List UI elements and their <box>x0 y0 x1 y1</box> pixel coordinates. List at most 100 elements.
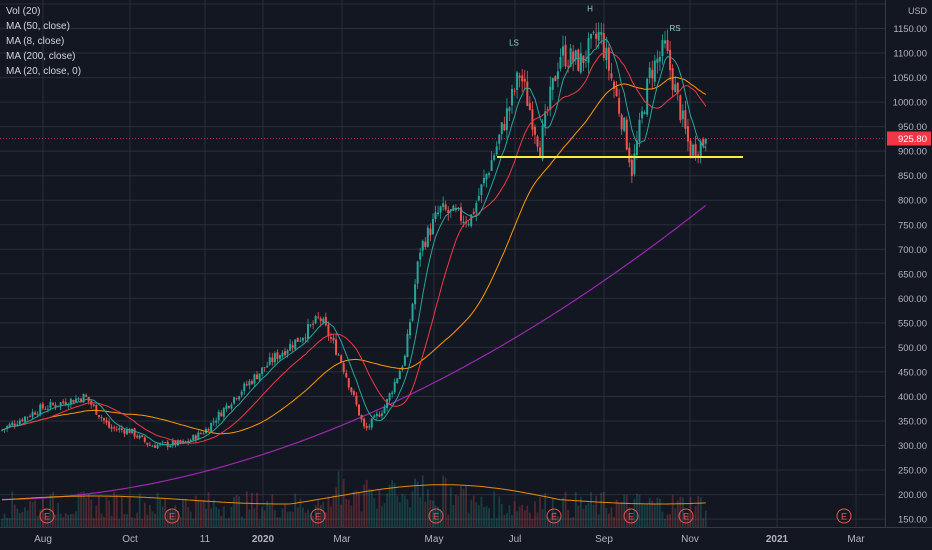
candle <box>595 22 598 48</box>
volume-bar <box>579 496 582 527</box>
candle <box>266 361 269 368</box>
candle-body <box>335 339 338 355</box>
volume-bar <box>460 486 462 527</box>
candle <box>74 394 77 403</box>
legend-ma200[interactable]: MA (200, close) <box>6 51 76 62</box>
volume-bar <box>559 517 562 527</box>
candle <box>421 239 424 257</box>
volume-bar <box>462 488 465 527</box>
candle <box>669 41 672 81</box>
volume-bar <box>268 504 271 527</box>
candle-body <box>240 391 243 396</box>
candle-body <box>429 228 432 236</box>
volume-bar <box>187 506 190 527</box>
candle-body <box>679 95 682 121</box>
candle-body <box>480 184 483 196</box>
candle-body <box>503 123 506 131</box>
price-tick-label: 1000.00 <box>893 98 927 109</box>
volume-bar <box>595 495 598 527</box>
pattern-label: H <box>587 4 593 13</box>
volume-bar <box>222 506 225 527</box>
candle <box>393 378 396 395</box>
candle-body <box>217 412 220 421</box>
volume-bar <box>24 507 26 527</box>
candle-body <box>266 365 269 368</box>
volume-bar <box>332 495 335 527</box>
volume-bar <box>161 506 164 527</box>
candle <box>156 443 159 450</box>
candle <box>414 278 417 310</box>
volume-bar <box>294 493 297 527</box>
candle <box>439 205 442 220</box>
volume-bar <box>511 514 513 527</box>
volume-bar <box>378 489 381 527</box>
candle <box>312 320 315 330</box>
candle-body <box>36 413 39 415</box>
volume-bar <box>8 518 11 527</box>
candle-body <box>646 78 649 115</box>
volume-bar <box>477 505 480 527</box>
candle <box>516 70 519 99</box>
candle <box>633 144 636 177</box>
volume-bar <box>200 501 202 527</box>
legend-ma50[interactable]: MA (50, close) <box>6 21 70 32</box>
candle-body <box>85 395 88 397</box>
candle-body <box>92 404 95 406</box>
volume-bar <box>646 504 649 527</box>
candle-body <box>587 38 590 63</box>
candle-body <box>546 109 549 110</box>
candle-body <box>521 75 524 82</box>
candle <box>467 221 470 227</box>
legend-ma20[interactable]: MA (20, close, 0) <box>6 66 82 77</box>
candle <box>184 440 187 443</box>
candle <box>222 406 225 421</box>
candle-body <box>409 322 411 336</box>
candle-body <box>674 84 677 93</box>
candle <box>151 444 154 447</box>
candle-body <box>62 401 65 403</box>
volume-bar <box>386 493 388 527</box>
candle <box>77 397 80 402</box>
candle-body <box>533 126 536 135</box>
candle <box>110 424 113 432</box>
volume-bar <box>528 512 531 527</box>
candle-body <box>294 339 297 350</box>
volume-bar <box>375 508 378 527</box>
volume-ma-line <box>1 484 706 505</box>
candle <box>643 110 646 115</box>
candle <box>396 377 399 384</box>
candle-body <box>52 403 54 405</box>
candle-body <box>531 109 534 130</box>
candle <box>661 34 664 65</box>
candle-body <box>365 425 368 429</box>
volume-bar <box>452 504 455 527</box>
candle <box>256 370 258 380</box>
candle <box>248 379 251 390</box>
candle-body <box>352 391 355 395</box>
time-tick-label: Aug <box>34 534 52 545</box>
volume-bar <box>21 512 24 527</box>
price-tick-label: 400.00 <box>898 392 927 403</box>
volume-bar <box>455 494 457 527</box>
volume-bar <box>105 497 108 527</box>
legend-ma8[interactable]: MA (8, close) <box>6 36 65 47</box>
candle <box>18 417 21 426</box>
volume-bar <box>444 477 447 527</box>
volume-bar <box>143 502 146 527</box>
candle <box>146 442 149 448</box>
candle-body <box>460 207 462 221</box>
earnings-marker-circle <box>836 508 852 524</box>
candle <box>569 43 572 68</box>
candle-body <box>69 398 72 405</box>
volume-bar <box>549 518 552 527</box>
volume-bar <box>136 512 139 527</box>
volume-bar <box>516 511 518 527</box>
legend-vol[interactable]: Vol (20) <box>6 6 41 17</box>
candle <box>225 402 228 412</box>
price-tick-label: 1100.00 <box>893 49 927 60</box>
candle-body <box>151 446 154 447</box>
candle <box>261 367 264 377</box>
candle-body <box>554 76 557 82</box>
